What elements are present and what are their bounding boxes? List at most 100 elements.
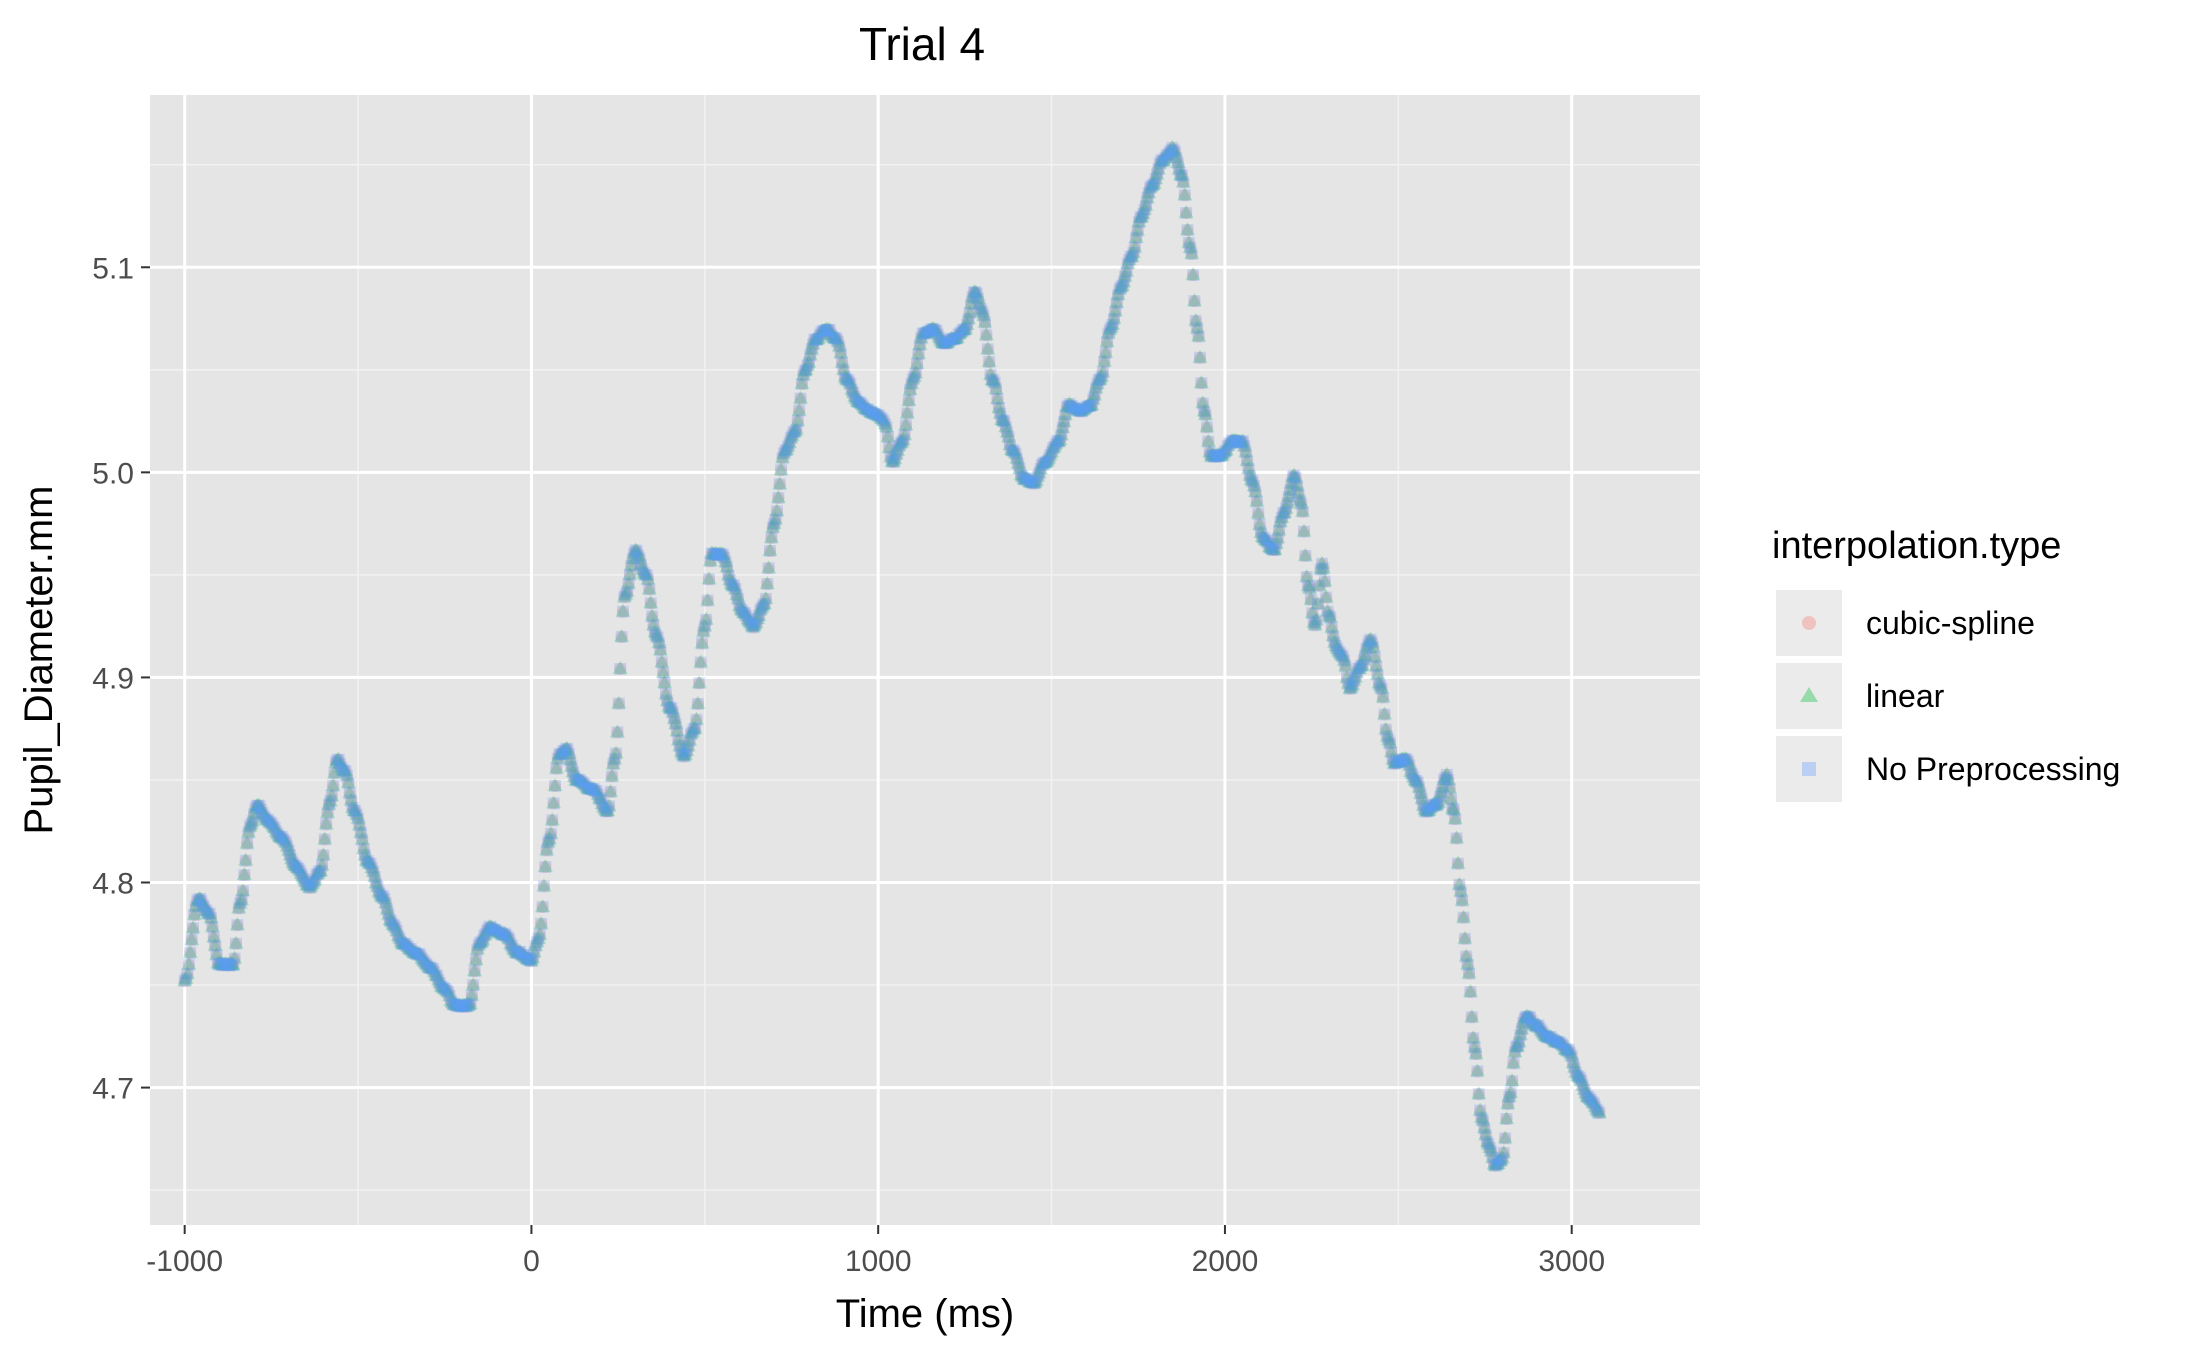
- point-no-preprocessing: [202, 907, 215, 920]
- point-cubic-spline: [874, 412, 887, 425]
- point-linear: [1175, 174, 1191, 188]
- point-cubic-spline: [1488, 1158, 1501, 1171]
- point-linear: [192, 890, 208, 904]
- point-linear: [554, 745, 570, 759]
- point-linear: [1059, 399, 1075, 413]
- point-linear: [887, 451, 903, 465]
- point-no-preprocessing: [1180, 207, 1193, 220]
- point-linear: [912, 336, 928, 350]
- point-linear: [994, 411, 1010, 425]
- point-linear: [602, 783, 618, 797]
- point-linear: [1019, 470, 1035, 484]
- point-linear: [231, 900, 247, 914]
- point-cubic-spline: [1203, 446, 1216, 459]
- point-linear: [636, 565, 652, 579]
- point-no-preprocessing: [205, 912, 218, 925]
- point-linear: [536, 878, 552, 892]
- point-linear: [1056, 413, 1072, 427]
- point-linear: [842, 376, 858, 390]
- point-cubic-spline: [1514, 1029, 1527, 1042]
- point-linear: [1471, 1086, 1487, 1100]
- point-linear: [705, 545, 721, 559]
- point-no-preprocessing: [1339, 660, 1352, 673]
- point-cubic-spline: [1180, 207, 1193, 220]
- point-cubic-spline: [934, 334, 947, 347]
- point-linear: [1501, 1089, 1517, 1103]
- point-linear: [1494, 1150, 1510, 1164]
- point-linear: [686, 721, 702, 735]
- point-no-preprocessing: [1199, 408, 1212, 421]
- point-cubic-spline: [987, 374, 1000, 387]
- point-linear: [436, 980, 452, 994]
- point-linear: [1257, 531, 1273, 545]
- point-linear: [1235, 433, 1251, 447]
- point-cubic-spline: [401, 941, 414, 954]
- point-linear: [447, 996, 463, 1010]
- point-linear: [666, 710, 682, 724]
- point-cubic-spline: [687, 723, 700, 736]
- point-cubic-spline: [198, 900, 211, 913]
- point-cubic-spline: [1034, 463, 1047, 476]
- point-linear: [683, 726, 699, 740]
- point-linear: [1120, 255, 1136, 269]
- point-no-preprocessing: [246, 815, 259, 828]
- point-linear: [779, 441, 795, 455]
- point-no-preprocessing: [220, 958, 233, 971]
- point-no-preprocessing: [654, 644, 667, 657]
- point-no-preprocessing: [317, 849, 330, 862]
- point-cubic-spline: [935, 336, 948, 349]
- point-cubic-spline: [479, 928, 492, 941]
- point-cubic-spline: [854, 396, 867, 409]
- point-linear: [193, 892, 209, 906]
- point-linear: [515, 946, 531, 960]
- point-linear: [417, 954, 433, 968]
- point-linear: [661, 698, 677, 712]
- point-cubic-spline: [320, 818, 333, 831]
- point-linear: [584, 781, 600, 795]
- point-cubic-spline: [478, 929, 491, 942]
- point-linear: [1091, 372, 1107, 386]
- point-linear: [335, 761, 351, 775]
- point-linear: [1561, 1041, 1577, 1055]
- point-cubic-spline: [1031, 470, 1044, 483]
- point-cubic-spline: [1365, 636, 1378, 649]
- point-cubic-spline: [296, 870, 309, 883]
- point-linear: [895, 432, 911, 446]
- point-linear: [601, 798, 617, 812]
- point-no-preprocessing: [1458, 932, 1471, 945]
- point-linear: [622, 566, 638, 580]
- point-cubic-spline: [1314, 563, 1327, 576]
- point-cubic-spline: [612, 697, 625, 710]
- point-linear: [203, 910, 219, 924]
- point-cubic-spline: [1289, 472, 1302, 485]
- point-cubic-spline: [912, 348, 925, 361]
- point-linear: [845, 384, 861, 398]
- point-linear: [1365, 639, 1381, 653]
- point-linear: [870, 407, 886, 421]
- point-cubic-spline: [700, 613, 713, 626]
- point-cubic-spline: [980, 329, 993, 342]
- point-cubic-spline: [1359, 649, 1372, 662]
- point-linear: [375, 888, 391, 902]
- point-linear: [991, 399, 1007, 413]
- point-cubic-spline: [762, 562, 775, 575]
- point-cubic-spline: [1499, 1132, 1512, 1145]
- point-linear: [1001, 429, 1017, 443]
- point-cubic-spline: [1363, 635, 1376, 648]
- point-cubic-spline: [1078, 402, 1091, 415]
- point-linear: [1220, 438, 1236, 452]
- point-linear: [1583, 1092, 1599, 1106]
- point-cubic-spline: [837, 363, 850, 376]
- point-linear: [1123, 248, 1139, 262]
- point-cubic-spline: [499, 927, 512, 940]
- point-linear: [867, 405, 883, 419]
- point-linear: [302, 879, 318, 893]
- point-cubic-spline: [715, 548, 728, 561]
- point-cubic-spline: [346, 801, 359, 814]
- point-cubic-spline: [1112, 289, 1125, 302]
- point-linear: [189, 893, 205, 907]
- point-linear: [1454, 892, 1470, 906]
- point-cubic-spline: [184, 946, 197, 959]
- point-linear: [787, 423, 803, 437]
- point-linear: [426, 963, 442, 977]
